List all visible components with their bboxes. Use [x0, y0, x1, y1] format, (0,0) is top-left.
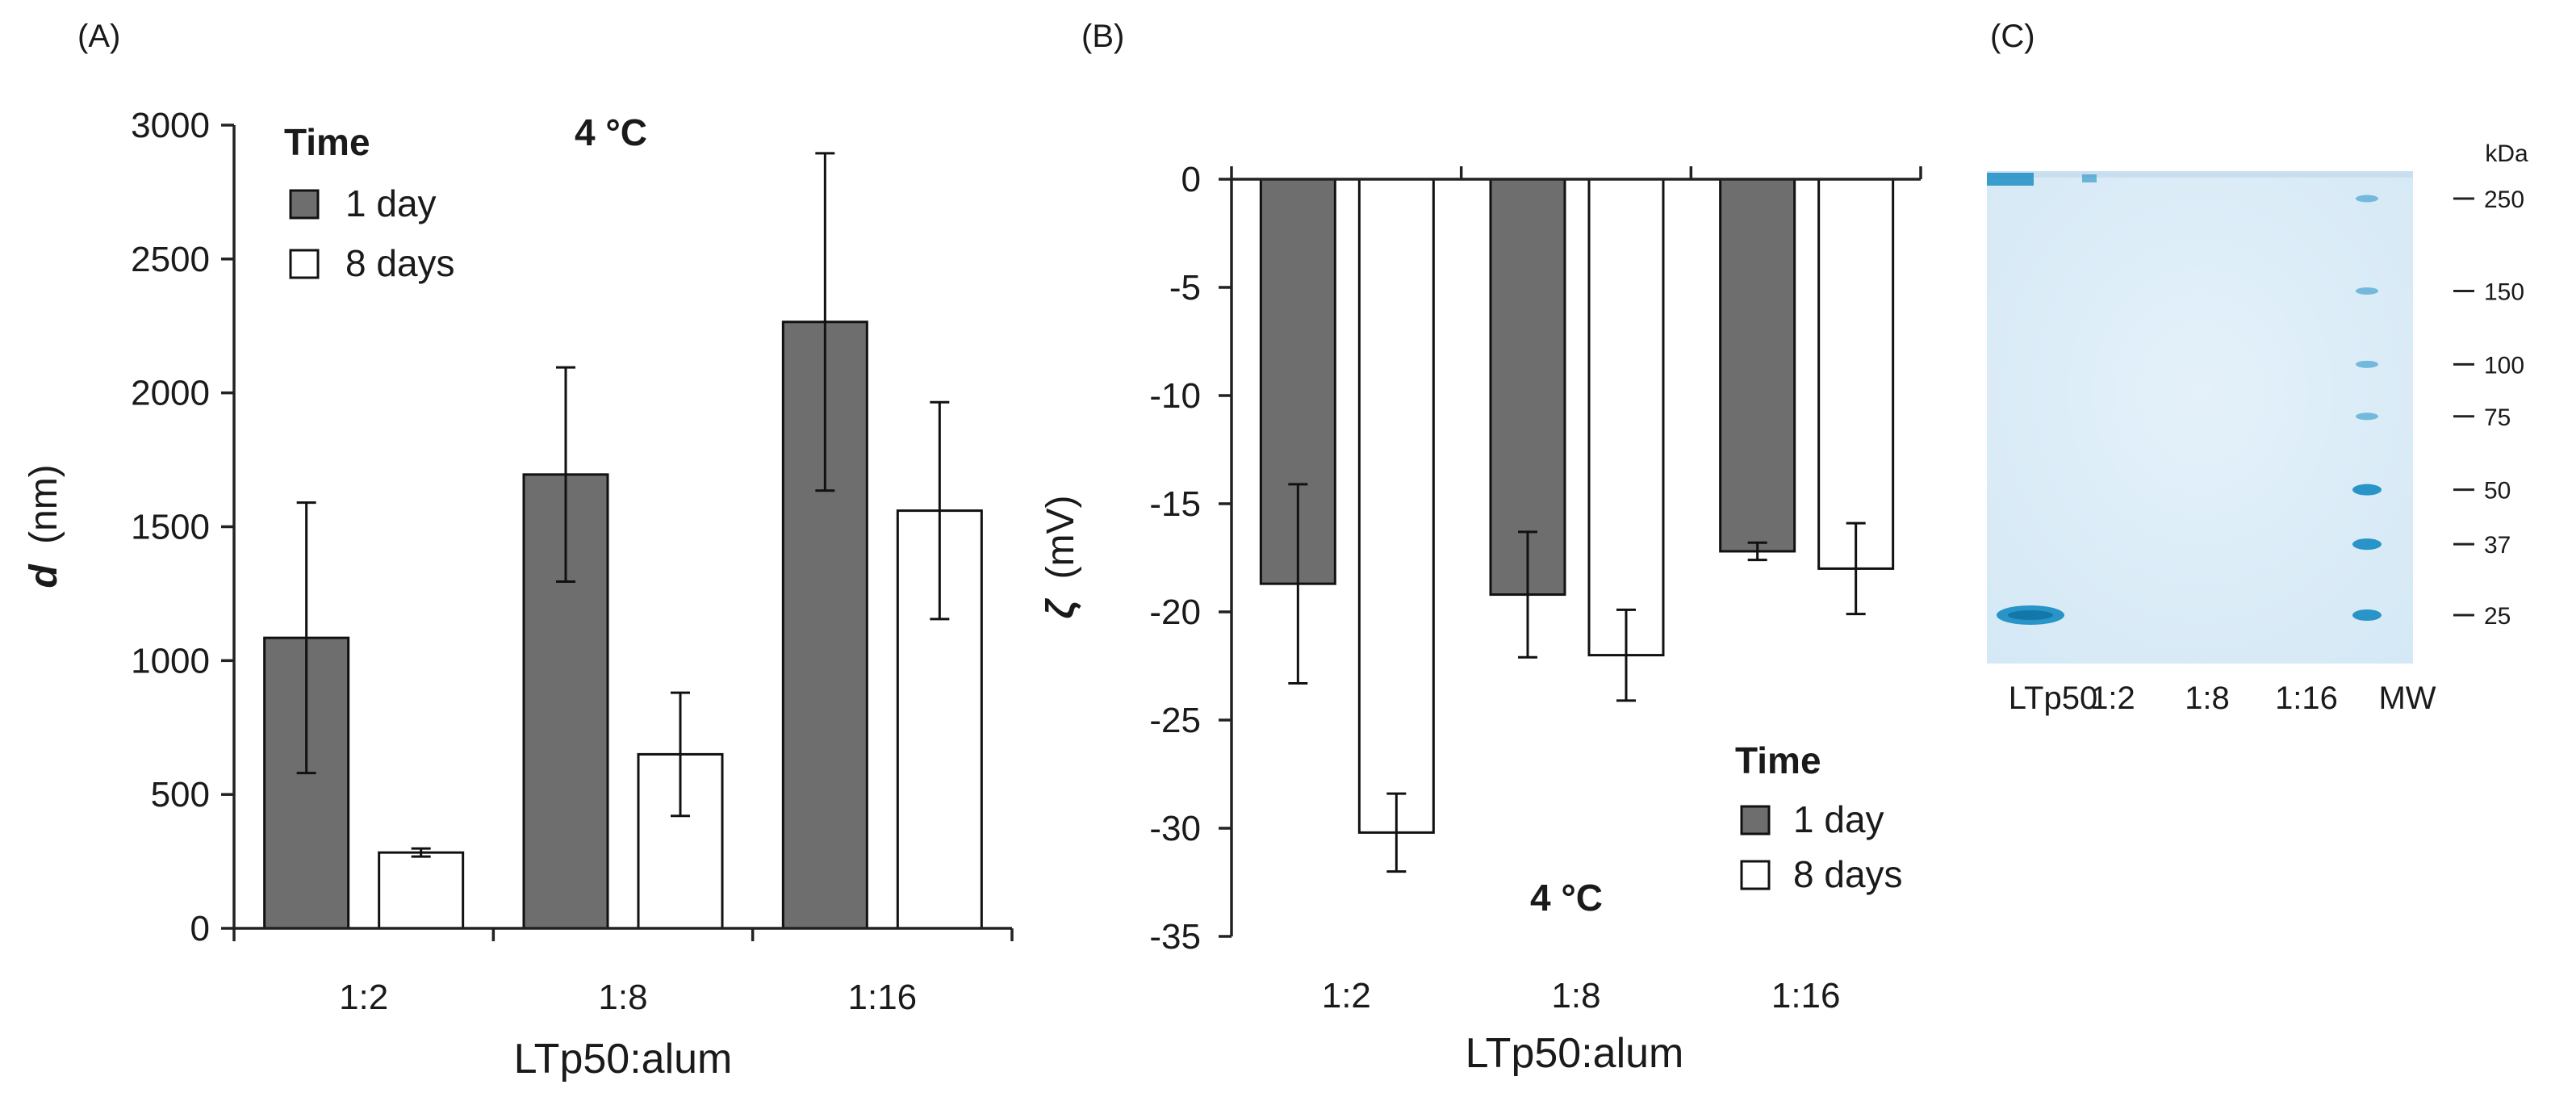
gel-mw-band	[2352, 538, 2382, 551]
gel-kda-label: kDa	[2485, 140, 2528, 167]
gel-top-edge	[1987, 171, 2413, 178]
gel-mw-band	[2356, 195, 2378, 203]
panel-a-error-bars	[296, 152, 950, 858]
gel-marker-label: 50	[2484, 478, 2511, 505]
panel-b-legend-swatch-1day	[1740, 805, 1771, 835]
panel-b-category-label: 1:2	[1322, 976, 1371, 1016]
gel-mw-band	[2356, 287, 2378, 295]
gel-well-mark	[2082, 174, 2097, 182]
panel-b-bar-1day	[1719, 178, 1796, 553]
gel-marker-label: 75	[2484, 404, 2511, 431]
panel-a-y-tick-label: 3000	[131, 106, 210, 145]
panel-a-y-tick-label: 1500	[131, 508, 210, 547]
gel-marker-label: 25	[2484, 603, 2511, 630]
gel-lane-label: 1:8	[2185, 681, 2230, 716]
panel-a-bars	[263, 320, 983, 930]
panel-a-legend-swatch-8days	[289, 249, 320, 279]
gel-well-mark	[1987, 173, 2034, 186]
panel-b-legend-swatch-8days	[1740, 860, 1771, 890]
panel-a-y-symbol: d	[23, 563, 65, 588]
panel-b-legend-label-1day: 1 day	[1793, 798, 1884, 840]
panel-a-y-tick-label: 0	[190, 909, 210, 949]
panel-b-category-label: 1:16	[1771, 976, 1841, 1016]
panel-b-y-tick-label: -30	[1149, 809, 1201, 848]
panel-b-legend-label-8days: 8 days	[1793, 853, 1903, 895]
gel-marker-labels: kDa 250 150 100 75 50 37 25	[2453, 140, 2528, 630]
gel-mw-band	[2352, 484, 2382, 496]
panel-a-y-ticks: 0 500 1000 1500 2000 2500 3000	[131, 106, 234, 949]
panel-b-y-tick-label: -5	[1169, 268, 1201, 308]
panel-a-legend: Time 1 day 8 days	[284, 121, 455, 284]
panel-c-tag: (C)	[1990, 19, 2035, 54]
panel-b-y-symbol: ζ	[1039, 597, 1082, 618]
panel-a-category-label: 1:16	[848, 978, 918, 1017]
panel-a-temperature: 4 °C	[575, 111, 647, 153]
gel-mw-band	[2356, 412, 2378, 421]
panel-b-y-tick-label: -20	[1149, 593, 1201, 632]
panel-b-y-tick-label: -25	[1149, 701, 1201, 740]
panel-b-bar-8days	[1357, 178, 1435, 834]
panel-b-bar-8days	[1587, 178, 1665, 657]
panel-b-x-label: LTp50:alum	[1466, 1030, 1684, 1077]
panel-a-legend-label-8days: 8 days	[345, 242, 455, 284]
panel-b-temperature: 4 °C	[1530, 877, 1603, 919]
panel-b-legend: Time 1 day 8 days	[1735, 739, 1903, 895]
gel-marker-label: 150	[2484, 278, 2524, 305]
panel-b-tag: (B)	[1081, 19, 1124, 54]
gel-marker-label: 250	[2484, 186, 2524, 213]
panel-b: (B) 0 -5 -10 -15 -20 -25 -30 -35 1:2 1:8 1:16 LTp…	[1039, 19, 1922, 1077]
panel-b-legend-title: Time	[1735, 739, 1821, 781]
panel-a-legend-title: Time	[284, 121, 370, 163]
panel-a-y-tick-label: 2000	[131, 374, 210, 413]
panel-b-bar-1day	[1489, 178, 1566, 597]
gel-bands	[1987, 173, 2382, 625]
panel-b-error-bars	[1288, 483, 1866, 873]
panel-b-y-label: ζ (mV)	[1039, 496, 1082, 619]
panel-b-y-unit: (mV)	[1039, 496, 1082, 580]
gel-lane-label: 1:2	[2090, 681, 2135, 716]
panel-b-y-tick-label: -15	[1149, 484, 1201, 524]
gel-mw-band	[2356, 360, 2378, 368]
gel-marker-label: 37	[2484, 532, 2511, 559]
panel-b-bars	[1259, 178, 1895, 834]
panel-a-y-unit: (nm)	[23, 464, 65, 544]
gel-image	[1987, 171, 2413, 664]
gel-sample-band-core	[2008, 610, 2053, 620]
panel-b-category-label: 1:8	[1551, 976, 1600, 1016]
panel-b-y-ticks: 0 -5 -10 -15 -20 -25 -30 -35	[1149, 160, 1232, 957]
panel-a-y-label: d (nm)	[23, 464, 65, 588]
panel-b-y-tick-label: -35	[1149, 917, 1201, 957]
panel-b-y-tick-label: -10	[1149, 376, 1201, 416]
panel-b-x-ticks	[1230, 166, 1922, 179]
panel-a-legend-swatch-1day	[289, 189, 320, 220]
panel-a-x-ticks	[232, 928, 1014, 941]
panel-a-tag: (A)	[77, 19, 120, 54]
panel-a-category-label: 1:2	[339, 978, 388, 1017]
panel-a-x-label: LTp50:alum	[514, 1036, 733, 1083]
panel-a-y-tick-label: 2500	[131, 240, 210, 279]
panel-a-categories: 1:2 1:8 1:16	[339, 978, 917, 1017]
panel-a-y-tick-label: 500	[151, 775, 210, 815]
gel-lane-label: MW	[2378, 681, 2436, 716]
panel-a-bar-8days	[378, 851, 465, 930]
gel-lane-label: LTp50	[2009, 681, 2097, 716]
panel-b-bar-8days	[1817, 178, 1895, 570]
gel-lane-label: 1:16	[2275, 681, 2338, 716]
panel-a-category-label: 1:8	[598, 978, 647, 1017]
panel-a-legend-label-1day: 1 day	[345, 182, 437, 224]
panel-a-y-tick-label: 1000	[131, 641, 210, 681]
panel-b-categories: 1:2 1:8 1:16	[1322, 976, 1841, 1016]
panel-b-y-tick-label: 0	[1181, 160, 1201, 199]
gel-mw-band	[2352, 609, 2382, 621]
gel-marker-label: 100	[2484, 352, 2524, 379]
